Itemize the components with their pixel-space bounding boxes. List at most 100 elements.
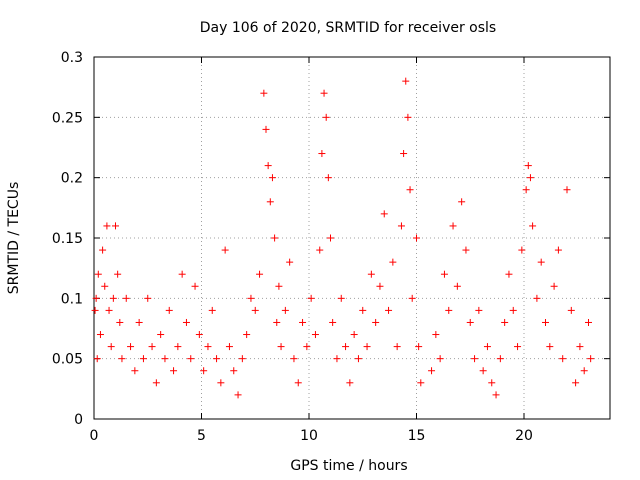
data-point (208, 306, 216, 314)
data-point (316, 246, 324, 254)
data-point (256, 270, 264, 278)
data-point (432, 331, 440, 339)
x-tick-label: 0 (90, 428, 99, 444)
data-point (533, 294, 541, 302)
data-point (471, 355, 479, 363)
data-point (526, 174, 534, 182)
data-point (161, 355, 169, 363)
data-point (275, 282, 283, 290)
data-point (262, 125, 270, 133)
data-point (148, 343, 156, 351)
data-point (225, 343, 233, 351)
data-point (157, 331, 165, 339)
y-axis-label: SRMTID / TECUs (6, 182, 22, 295)
x-tick-label: 15 (408, 428, 426, 444)
data-point (322, 113, 330, 121)
x-tick-label: 10 (300, 428, 318, 444)
data-point (204, 343, 212, 351)
data-point (585, 318, 592, 326)
x-tick-label: 20 (515, 428, 533, 444)
data-point (187, 355, 195, 363)
data-point (122, 294, 130, 302)
data-point (522, 186, 530, 194)
data-point (170, 367, 178, 375)
data-point (542, 318, 549, 326)
data-point (509, 306, 517, 314)
data-point (93, 355, 101, 363)
data-point (389, 258, 397, 266)
data-point (174, 343, 182, 351)
data-point (546, 343, 554, 351)
y-tick-label: 0.25 (52, 110, 83, 126)
data-point (114, 270, 122, 278)
data-point (393, 343, 401, 351)
data-point (518, 246, 526, 254)
data-point (483, 343, 491, 351)
data-point (251, 306, 259, 314)
data-point (182, 318, 190, 326)
data-point (213, 355, 221, 363)
data-point (105, 306, 113, 314)
data-point (281, 306, 289, 314)
data-point (243, 331, 251, 339)
data-point (400, 150, 408, 158)
data-point (324, 174, 332, 182)
data-points (91, 77, 595, 399)
data-point (139, 355, 147, 363)
data-point (266, 198, 274, 206)
data-point (397, 222, 405, 230)
data-point (247, 294, 255, 302)
data-point (103, 222, 111, 230)
data-point (221, 246, 229, 254)
y-tick-label: 0.1 (61, 291, 83, 307)
data-point (277, 343, 285, 351)
data-point (537, 258, 545, 266)
data-point (238, 355, 246, 363)
y-tick-label: 0.15 (52, 231, 83, 247)
data-point (363, 343, 371, 351)
data-point (152, 379, 160, 387)
data-point (428, 367, 436, 375)
x-tick-label: 5 (197, 428, 206, 444)
data-point (131, 367, 139, 375)
data-point (99, 246, 107, 254)
data-point (191, 282, 199, 290)
data-point (116, 318, 124, 326)
y-tick-label: 0.2 (61, 171, 83, 187)
data-point (329, 318, 337, 326)
data-point (376, 282, 384, 290)
data-point (273, 318, 281, 326)
data-point (576, 343, 584, 351)
data-point (96, 331, 104, 339)
data-point (402, 77, 410, 85)
data-point (415, 343, 423, 351)
data-point (299, 318, 307, 326)
data-point (234, 391, 242, 399)
data-point (178, 270, 186, 278)
data-point (529, 222, 537, 230)
data-point (479, 367, 487, 375)
data-point (445, 306, 453, 314)
data-point (264, 162, 272, 170)
data-point (195, 331, 203, 339)
data-point (311, 331, 319, 339)
data-point (453, 282, 461, 290)
data-point (94, 270, 102, 278)
data-point (563, 186, 571, 194)
data-point (320, 89, 328, 97)
data-point (417, 379, 425, 387)
data-point (271, 234, 279, 242)
y-tick-label: 0.05 (52, 352, 83, 368)
data-point (372, 318, 380, 326)
y-tick-label: 0 (74, 412, 83, 428)
data-point (406, 186, 414, 194)
data-point (367, 270, 375, 278)
data-point (200, 367, 208, 375)
data-point (112, 222, 119, 230)
data-point (587, 355, 595, 363)
data-point (144, 294, 152, 302)
data-point (385, 306, 393, 314)
data-point (404, 113, 412, 121)
